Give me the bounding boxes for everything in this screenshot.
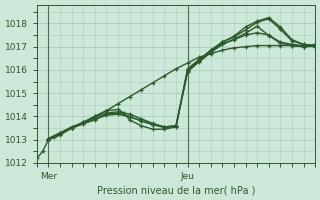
X-axis label: Pression niveau de la mer( hPa ): Pression niveau de la mer( hPa ) bbox=[97, 185, 255, 195]
